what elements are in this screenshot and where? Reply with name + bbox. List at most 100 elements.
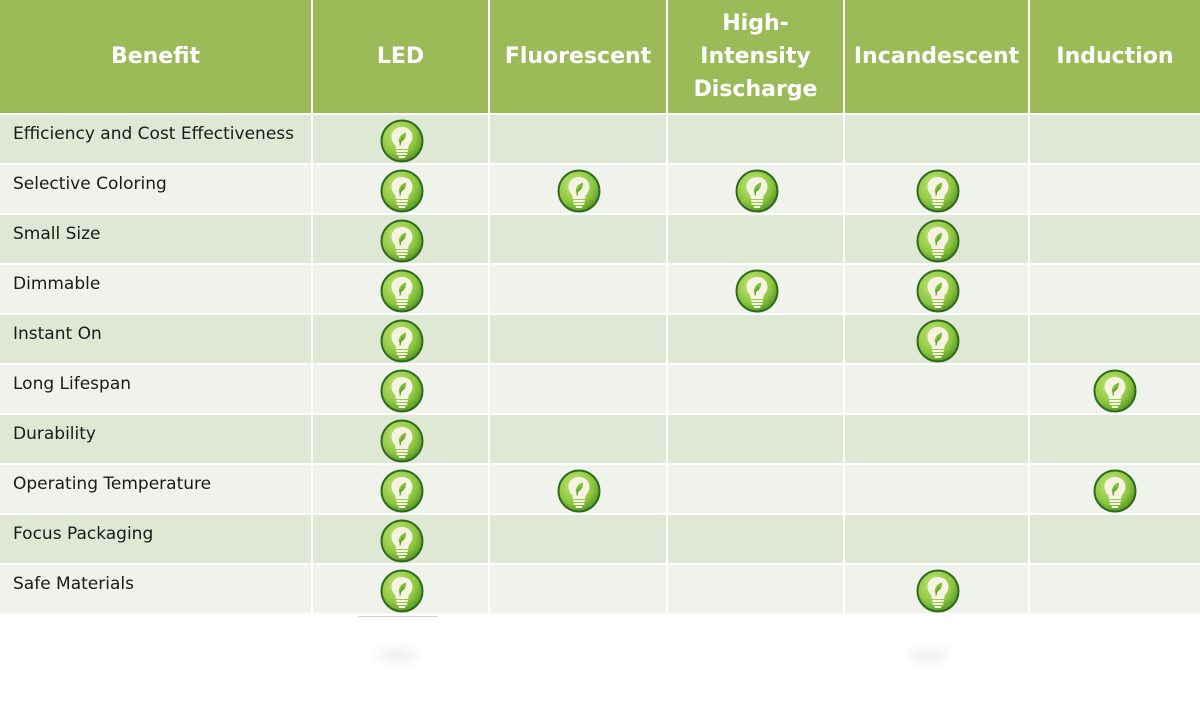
mark-cell (490, 565, 668, 613)
mark-cell (845, 565, 1030, 613)
table-row: Instant On (0, 315, 1200, 363)
lightbulb-leaf-icon (380, 519, 424, 563)
lightbulb-leaf-icon (380, 469, 424, 513)
benefit-label: Selective Coloring (13, 174, 167, 194)
mark-cell (1030, 415, 1200, 463)
mark-cell (490, 215, 668, 263)
lightbulb-leaf-icon (380, 419, 424, 463)
mark-cell (668, 515, 845, 563)
mark-cell (313, 115, 490, 163)
lightbulb-leaf-icon (557, 169, 601, 213)
table-row: Operating Temperature (0, 465, 1200, 513)
mark-cell (1030, 365, 1200, 413)
mark-cell (1030, 265, 1200, 313)
lightbulb-leaf-icon (916, 319, 960, 363)
header-led: LED (313, 0, 490, 113)
mark-cell (668, 315, 845, 363)
mark-cell (490, 315, 668, 363)
mark-cell (490, 415, 668, 463)
mark-cell (490, 465, 668, 513)
lightbulb-leaf-icon (916, 569, 960, 613)
mark-cell (1030, 565, 1200, 613)
benefit-cell: Small Size (0, 215, 313, 263)
header-benefit: Benefit (0, 0, 313, 113)
benefit-label: Dimmable (13, 274, 101, 294)
mark-cell (668, 115, 845, 163)
benefit-label: Focus Packaging (13, 524, 154, 544)
header-fluorescent: Fluorescent (490, 0, 668, 113)
mark-cell (313, 565, 490, 613)
mark-cell (668, 415, 845, 463)
header-incandescent: Incandescent (845, 0, 1030, 113)
benefit-cell: Focus Packaging (0, 515, 313, 563)
lightbulb-leaf-icon (735, 269, 779, 313)
mark-cell (1030, 215, 1200, 263)
header-high-intensity-discharge: High-Intensity Discharge (668, 0, 845, 113)
benefit-label: Operating Temperature (13, 474, 212, 494)
reflection-shadow (368, 640, 428, 670)
mark-cell (845, 215, 1030, 263)
mark-cell (845, 415, 1030, 463)
lightbulb-leaf-icon (380, 119, 424, 163)
mark-cell (313, 265, 490, 313)
benefit-label: Long Lifespan (13, 374, 132, 394)
benefit-cell: Efficiency and Cost Effectiveness (0, 115, 313, 163)
mark-cell (313, 415, 490, 463)
mark-cell (1030, 165, 1200, 213)
mark-cell (668, 565, 845, 613)
mark-cell (845, 115, 1030, 163)
mark-cell (313, 515, 490, 563)
benefit-cell: Dimmable (0, 265, 313, 313)
mark-cell (845, 315, 1030, 363)
header-induction: Induction (1030, 0, 1200, 113)
lightbulb-leaf-icon (916, 219, 960, 263)
benefit-cell: Durability (0, 415, 313, 463)
mark-cell (668, 465, 845, 513)
benefit-label: Safe Materials (13, 574, 134, 594)
comparison-table: Benefit LED Fluorescent High-Intensity Disc… (0, 0, 1200, 613)
lightbulb-leaf-icon (380, 169, 424, 213)
table-row: Small Size (0, 215, 1200, 263)
mark-cell (313, 165, 490, 213)
mark-cell (1030, 465, 1200, 513)
mark-cell (845, 465, 1030, 513)
mark-cell (845, 515, 1030, 563)
mark-cell (490, 165, 668, 213)
table-row: Efficiency and Cost Effectiveness (0, 115, 1200, 163)
lightbulb-leaf-icon (380, 569, 424, 613)
benefit-cell: Selective Coloring (0, 165, 313, 213)
lightbulb-leaf-icon (380, 319, 424, 363)
mark-cell (313, 315, 490, 363)
benefit-label: Durability (13, 424, 96, 444)
lightbulb-leaf-icon (380, 219, 424, 263)
benefit-cell: Long Lifespan (0, 365, 313, 413)
mark-cell (313, 365, 490, 413)
mark-cell (313, 465, 490, 513)
mark-cell (845, 265, 1030, 313)
benefit-label: Instant On (13, 324, 102, 344)
mark-cell (845, 165, 1030, 213)
mark-cell (490, 265, 668, 313)
mark-cell (668, 365, 845, 413)
lightbulb-leaf-icon (1093, 369, 1137, 413)
table-row: Long Lifespan (0, 365, 1200, 413)
benefit-cell: Safe Materials (0, 565, 313, 613)
benefit-cell: Operating Temperature (0, 465, 313, 513)
mark-cell (490, 515, 668, 563)
mark-cell (668, 215, 845, 263)
mark-cell (490, 115, 668, 163)
lightbulb-leaf-icon (735, 169, 779, 213)
mark-cell (668, 265, 845, 313)
lightbulb-leaf-icon (1093, 469, 1137, 513)
lightbulb-leaf-icon (557, 469, 601, 513)
mark-cell (1030, 315, 1200, 363)
lightbulb-leaf-icon (916, 169, 960, 213)
table-row: Durability (0, 415, 1200, 463)
benefit-label: Efficiency and Cost Effectiveness (13, 124, 294, 144)
mark-cell (1030, 515, 1200, 563)
reflection-line (358, 616, 438, 617)
reflection-shadow (898, 640, 958, 670)
lightbulb-leaf-icon (380, 269, 424, 313)
benefit-cell: Instant On (0, 315, 313, 363)
table-row: Dimmable (0, 265, 1200, 313)
